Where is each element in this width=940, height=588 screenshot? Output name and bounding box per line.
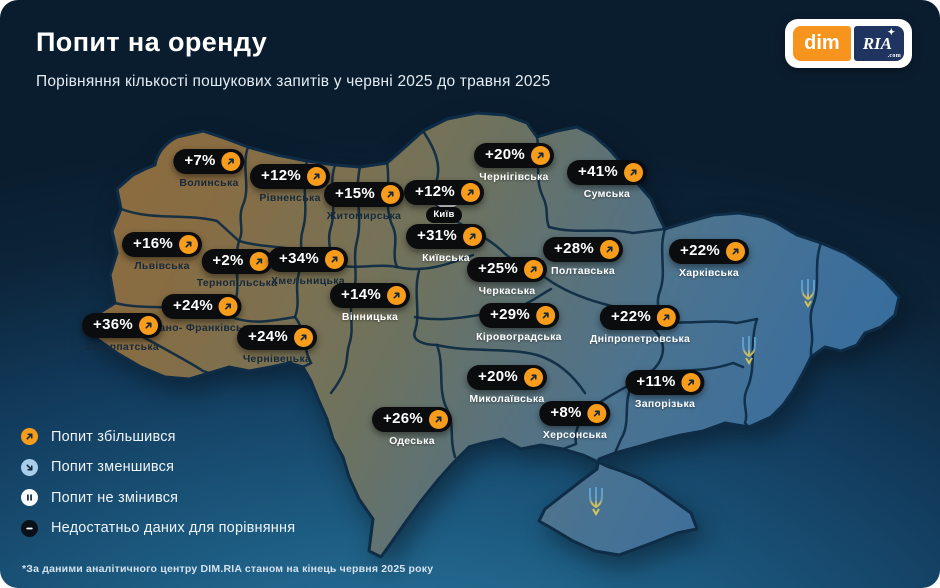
ria-logo-box: RIA ✦ .com [853, 26, 904, 61]
legend-label: Попит збільшився [51, 428, 176, 445]
pause-icon [21, 489, 38, 506]
ria-com-suffix: .com [887, 53, 901, 59]
dimria-logo: dim RIA ✦ .com [785, 19, 912, 68]
footnote: *За даними аналітичного центру DIM.RIA с… [22, 563, 434, 575]
ria-logo-text: RIA [862, 34, 892, 53]
legend-item-up: Попит збільшився [21, 428, 295, 445]
minus-icon [21, 519, 38, 537]
legend-label: Попит зменшився [51, 459, 175, 475]
legend-item-minus: Недостатньо даних для порівняння [21, 519, 296, 537]
legend-label: Попит не змінився [51, 489, 179, 506]
legend-item-pause: Попит не змінився [21, 489, 295, 506]
page-title: Попит на оренду [36, 27, 268, 57]
arrow-up-right-icon [21, 428, 38, 445]
header: Попит на оренду Порівняння кількості пош… [36, 27, 550, 91]
legend-label: Недостатньо даних для порівняння [51, 520, 296, 536]
arrow-down-right-icon [21, 458, 38, 476]
country-outline [87, 111, 901, 559]
dim-logo-box: dim [793, 26, 851, 61]
legend: Попит збільшився Попит зменшився Попит не … [21, 428, 295, 550]
page-subtitle: Порівняння кількості пошукових запитів у… [36, 73, 551, 90]
legend-item-down: Попит зменшився [21, 458, 295, 476]
star-icon: ✦ [887, 27, 895, 37]
